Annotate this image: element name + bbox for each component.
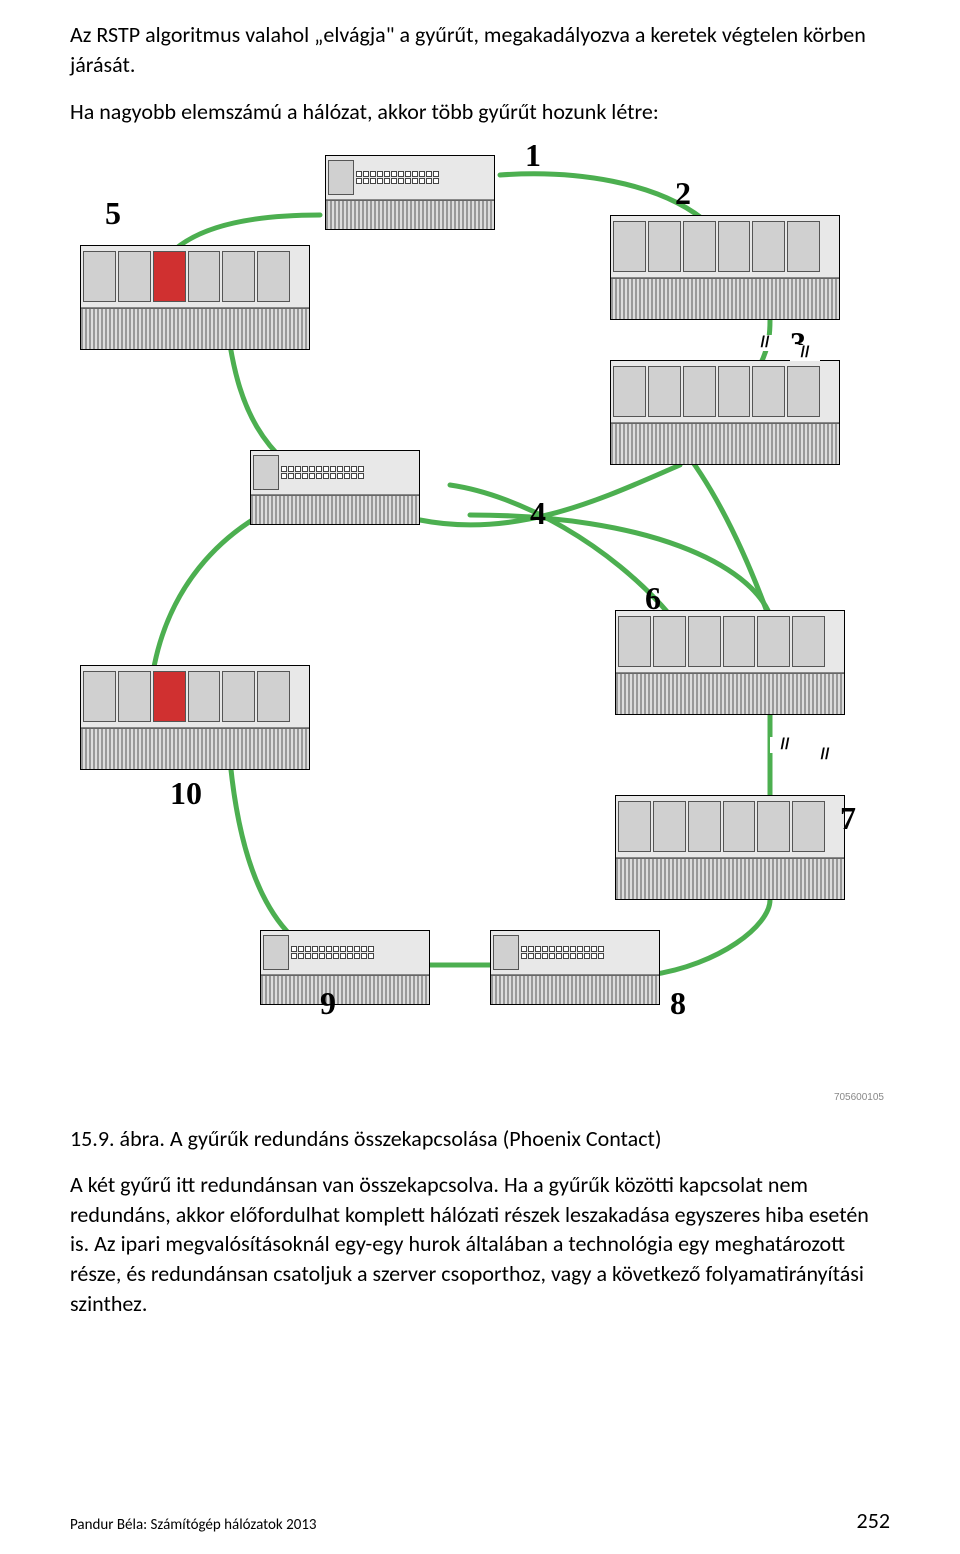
network-switch-3 (610, 360, 840, 465)
node-label-10: 10 (170, 775, 202, 812)
network-switch-4 (250, 450, 420, 525)
page-footer: Pandur Béla: Számítógép hálózatok 2013 2… (70, 1507, 890, 1534)
network-switch-10 (80, 665, 310, 770)
paragraph-2: Ha nagyobb elemszámú a hálózat, akkor tö… (70, 97, 890, 127)
link-break-mark: // (750, 335, 780, 351)
network-diagram: 12345678910//////// 705600105 (70, 145, 890, 1105)
paragraph-3: A két gyűrű itt redundánsan van összekap… (70, 1170, 890, 1318)
page-number: 252 (857, 1507, 890, 1534)
network-switch-2 (610, 215, 840, 320)
node-label-8: 8 (670, 985, 686, 1022)
node-label-9: 9 (320, 985, 336, 1022)
node-label-6: 6 (645, 580, 661, 617)
node-label-5: 5 (105, 195, 121, 232)
node-label-1: 1 (525, 137, 541, 174)
network-switch-6 (615, 610, 845, 715)
network-switch-1 (325, 155, 495, 230)
link-break-mark: // (770, 737, 800, 753)
network-switch-7 (615, 795, 845, 900)
node-label-4: 4 (530, 495, 546, 532)
diagram-code: 705600105 (834, 1092, 884, 1103)
paragraph-1: Az RSTP algoritmus valahol „elvágja" a g… (70, 20, 890, 79)
node-label-7: 7 (840, 800, 856, 837)
link-break-mark: // (810, 747, 840, 763)
figure-caption: 15.9. ábra. A gyűrűk redundáns összekapc… (70, 1125, 890, 1152)
footer-author: Pandur Béla: Számítógép hálózatok 2013 (70, 1516, 317, 1534)
node-label-2: 2 (675, 175, 691, 212)
link-break-mark: // (790, 345, 820, 361)
network-switch-9 (260, 930, 430, 1005)
network-switch-5 (80, 245, 310, 350)
network-switch-8 (490, 930, 660, 1005)
